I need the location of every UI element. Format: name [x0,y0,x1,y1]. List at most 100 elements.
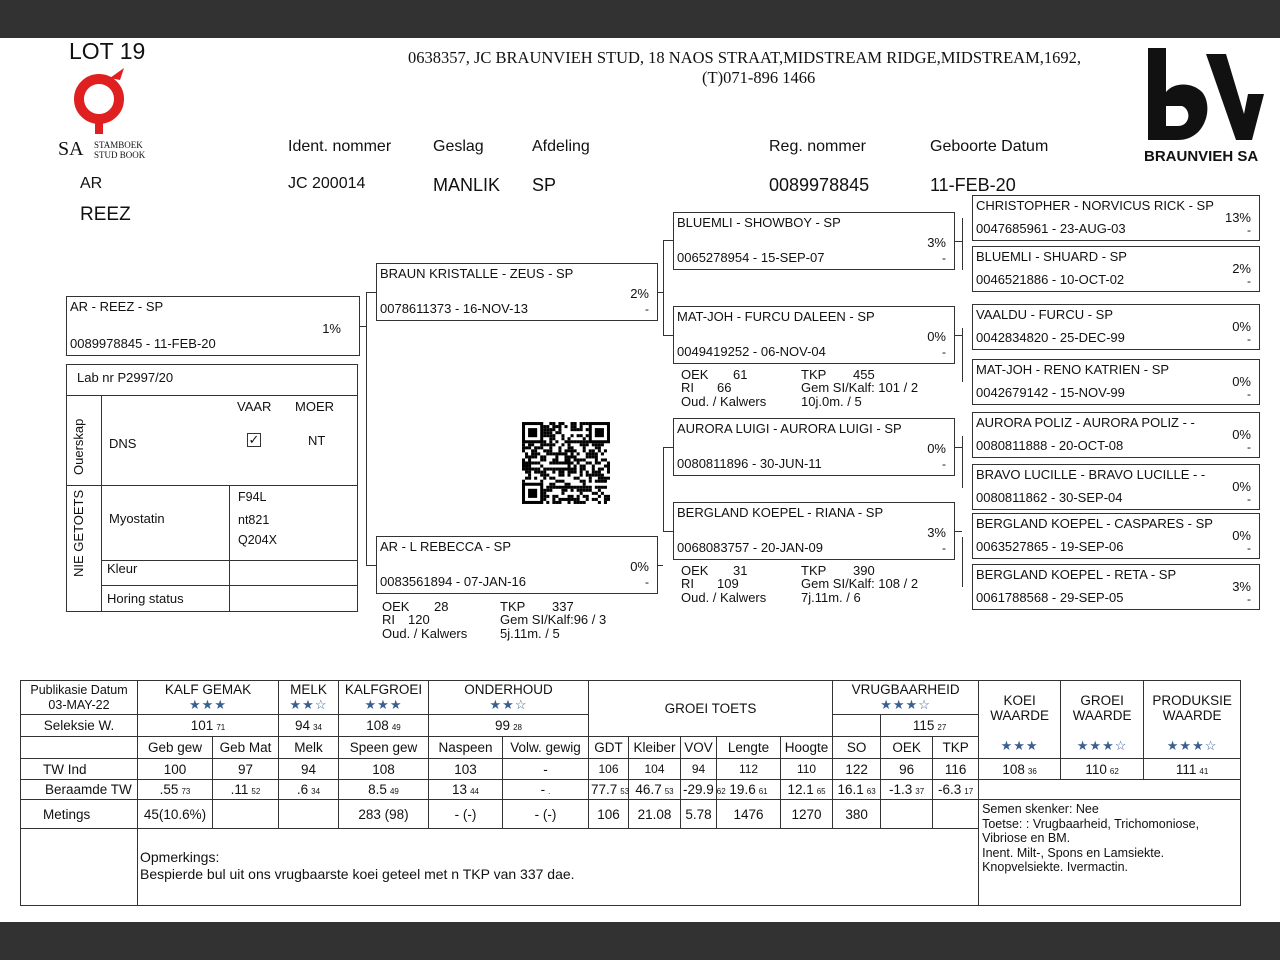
groei-toets-header: GROEI TOETS [588,680,834,737]
inbreeding-pct: 0% [1232,319,1251,334]
pedigree-great-grandparent[interactable]: BERGLAND KOEPEL - RETA - SP 3% - 0061788… [972,564,1260,610]
tw-value: 122 [832,758,882,780]
pedigree-great-grandparent[interactable]: VAALDU - FURCU - SP 0% - 0042834820 - 25… [972,304,1260,350]
dash: - [1247,492,1251,506]
inbreeding-pct: 0% [1232,528,1251,543]
horing-label: Horing status [107,591,184,606]
metings-value: 283 (98) [338,799,429,829]
opmerkings-label: Opmerkings: [140,849,220,865]
braunvieh-logo: BRAUNVIEH SA [1144,44,1274,169]
metings-value: 5.78 [680,799,718,829]
lab-number: Lab nr P2997/20 [77,370,174,385]
ident-header: Ident. nommer [288,138,392,155]
top-bar [0,0,1280,38]
pedigree-subject[interactable]: AR - REEZ - SP 1% 0089978845 - 11-FEB-20 [66,296,360,356]
animal-id: 0068083757 - 20-JAN-09 [677,540,823,555]
pedigree-grandparent[interactable]: AURORA LUIGI - AURORA LUIGI - SP 0% - 00… [673,418,955,476]
metings-value: 21.08 [628,799,682,829]
reg-value: 0089978845 [769,175,870,195]
dash: - [1247,223,1251,237]
metings-value: 106 [588,799,630,829]
animal-name: CHRISTOPHER - NORVICUS RICK - SP [976,198,1214,213]
metings-value [278,799,339,829]
breeder-phone: (T)071-896 1466 [702,68,816,87]
metings-value: 1270 [780,799,834,829]
column-header: Hoogte [780,736,834,759]
dob-value: 11-FEB-20 [930,175,1016,195]
opmerkings-text: Bespierde bul uit ons vrugbaarste koei g… [140,866,575,882]
star-rating: ★★★☆ [1076,738,1128,753]
animal-name: AR - REEZ - SP [70,299,164,314]
pedigree-grandparent[interactable]: BERGLAND KOEPEL - RIANA - SP 3% - 006808… [673,502,955,560]
animal-id: 0083561894 - 07-JAN-16 [380,574,526,589]
animal-name: REEZ [80,204,131,225]
tw-value: 97 [212,758,279,780]
pedigree-sire[interactable]: BRAUN KRISTALLE - ZEUS - SP 2% - 0078611… [376,263,658,321]
tw-value: 100 [137,758,213,780]
pedigree-great-grandparent[interactable]: BRAVO LUCILLE - BRAVO LUCILLE - - 0% - 0… [972,464,1260,510]
dns-vaar-checkbox[interactable]: ✓ [247,432,261,447]
tw-value: 110 [780,758,834,780]
dash: - [1247,440,1251,454]
bottom-bar [0,922,1280,960]
tw-value: 108 [338,758,429,780]
index-value: 108 36 [978,758,1062,780]
beraamde-value: -. [501,779,590,800]
pedigree-great-grandparent[interactable]: MAT-JOH - RENO KATRIEN - SP 0% - 0042679… [972,359,1260,405]
moer-header: MOER [295,399,334,414]
notes: Semen skenker: Nee Toetse: : Vrugbaarheid… [978,799,1242,906]
column-header: Melk [278,736,339,759]
lab-panel: Lab nr P2997/20 Ouerskap NIE GETOETS VAA… [66,364,358,612]
stamboek-logo: SA STAMBOEK STUD BOOK [58,66,158,166]
beraamde-value: -1.3 37 [880,779,934,800]
inbreeding-pct: 0% [1232,479,1251,494]
pedigree-grandparent[interactable]: BLUEMLI - SHOWBOY - SP 3% - 0065278954 -… [673,212,955,270]
beraamde-value: 12.1 65 [780,779,834,800]
ident-value: JC 200014 [288,175,366,192]
beraamde-value: .55 73 [137,779,213,800]
pedigree-great-grandparent[interactable]: AURORA POLIZ - AURORA POLIZ - - 0% - 008… [972,412,1260,458]
dob-header: Geboorte Datum [930,138,1049,155]
myostatin-value: F94L [238,490,267,504]
dash: - [1247,332,1251,346]
pedigree-grandparent[interactable]: MAT-JOH - FURCU DALEEN - SP 0% - 0049419… [673,306,955,364]
metings-value: 1476 [716,799,782,829]
tw-value: 104 [628,758,682,780]
dash: - [1247,592,1251,606]
star-rating: ★★★ [1000,738,1039,753]
pedigree-great-grandparent[interactable]: CHRISTOPHER - NORVICUS RICK - SP 13% - 0… [972,195,1260,241]
note-line: Toetse: : Vrugbaarheid, Trichomoniose, [982,816,1200,831]
pub-date: 03-MAY-22 [48,697,110,712]
pedigree-great-grandparent[interactable]: BERGLAND KOEPEL - CASPARES - SP 0% - 006… [972,513,1260,559]
pedigree-great-grandparent[interactable]: BLUEMLI - SHUARD - SP 2% - 0046521886 - … [972,246,1260,292]
animal-id: 0049419252 - 06-NOV-04 [677,344,826,359]
note-line: Semen skenker: Nee [982,802,1099,816]
animal-id: 0061788568 - 29-SEP-05 [976,590,1124,605]
inbreeding-pct: 0% [927,441,946,456]
qr-code[interactable] [522,422,610,504]
column-header: Volw. gewig [501,736,590,759]
animal-name: MAT-JOH - FURCU DALEEN - SP [677,309,875,324]
star-rating: ★★☆ [489,697,528,712]
section-value: SP [532,175,557,195]
pedigree-dam[interactable]: AR - L REBECCA - SP 0% - 0083561894 - 07… [376,536,658,594]
dns-label: DNS [109,436,137,451]
animal-id: 0046521886 - 10-OCT-02 [976,272,1125,287]
dns-moer-value: NT [308,433,326,448]
tw-value: 106 [588,758,630,780]
index-value: 110 62 [1060,758,1145,780]
kleur-label: Kleur [107,561,138,576]
animal-prefix: AR [80,175,103,192]
animal-name: BLUEMLI - SHOWBOY - SP [677,215,841,230]
myostatin-value: Q204X [238,533,277,547]
inbreeding-pct: 0% [1232,427,1251,442]
evaluation-table: Publikasie Datum 03-MAY-22 KALF GEMAK ★★★ … [20,680,1242,906]
inbreeding-pct: 13% [1224,210,1251,225]
animal-id: 0042679142 - 15-NOV-99 [976,385,1125,400]
column-header: Kleiber [628,736,682,759]
beraamde-value: .6 34 [278,779,339,800]
column-header: OEK [880,736,934,759]
dash: - [942,541,946,555]
column-header: VOV [680,736,718,759]
animal-id: 0080811862 - 30-SEP-04 [976,490,1123,505]
